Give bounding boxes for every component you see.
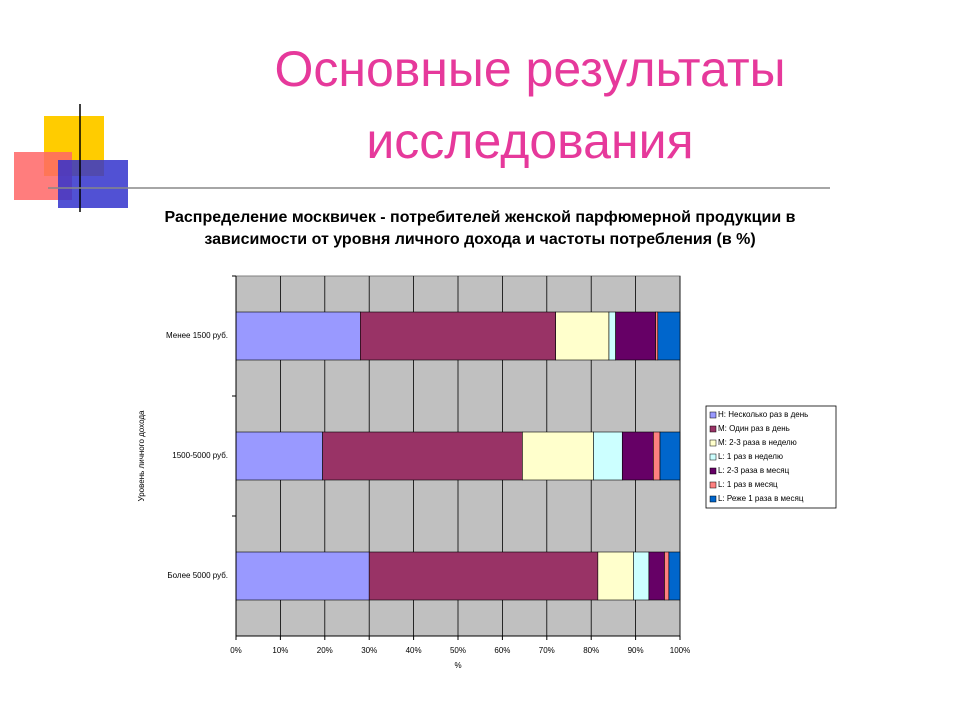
legend-label: L: 1 раз в неделю xyxy=(718,452,783,461)
legend-swatch xyxy=(709,495,717,503)
x-tick-label: 60% xyxy=(494,646,510,655)
bar-segment xyxy=(655,311,659,361)
bar-segment xyxy=(664,551,670,601)
x-tick-label: 80% xyxy=(583,646,599,655)
x-tick-label: 40% xyxy=(406,646,422,655)
legend-label: L: Реже 1 раза в месяц xyxy=(718,494,804,503)
x-tick-label: 50% xyxy=(450,646,466,655)
chart-title: зависимости от уровня личного дохода и ч… xyxy=(204,231,756,248)
x-axis-label: % xyxy=(454,661,461,670)
bar-segment xyxy=(621,431,654,481)
y-tick-label: Менее 1500 руб. xyxy=(166,331,228,340)
bar-segment xyxy=(608,311,616,361)
x-tick-label: 70% xyxy=(539,646,555,655)
slide-title: исследования xyxy=(366,113,694,169)
legend-label: L: 1 раз в месяц xyxy=(718,480,778,489)
bar-segment xyxy=(235,431,323,481)
legend-swatch xyxy=(709,481,717,489)
bar-segment xyxy=(659,431,681,481)
legend-label: L: 2-3 раза в месяц xyxy=(718,466,790,475)
bar-segment xyxy=(653,431,661,481)
bar-segment xyxy=(615,311,656,361)
legend-box xyxy=(705,405,837,509)
bar-segment xyxy=(555,311,610,361)
bar-segment xyxy=(235,311,361,361)
bar-segment xyxy=(593,431,623,481)
x-tick-label: 30% xyxy=(361,646,377,655)
bar-segment xyxy=(597,551,634,601)
legend-swatch xyxy=(709,453,717,461)
x-tick-label: 0% xyxy=(230,646,242,655)
legend-label: M: Один раз в день xyxy=(718,424,790,433)
y-tick-label: Более 5000 руб. xyxy=(167,571,228,580)
bar-segment xyxy=(522,431,594,481)
bar-segment xyxy=(657,311,681,361)
legend-swatch xyxy=(709,425,717,433)
bar-segment xyxy=(648,551,665,601)
legend-label: H: Несколько раз в день xyxy=(718,410,808,419)
bar-segment xyxy=(360,311,556,361)
legend-swatch xyxy=(709,439,717,447)
bar-segment xyxy=(322,431,523,481)
bar-segment xyxy=(668,551,681,601)
legend-label: M: 2-3 раза в неделю xyxy=(718,438,797,447)
x-tick-label: 10% xyxy=(272,646,288,655)
x-tick-label: 90% xyxy=(628,646,644,655)
y-axis-label: Уровень личного дохода xyxy=(137,410,146,502)
deco-square xyxy=(58,160,128,208)
bar-segment xyxy=(633,551,650,601)
y-tick-label: 1500-5000 руб. xyxy=(172,451,228,460)
x-tick-label: 20% xyxy=(317,646,333,655)
chart-title: Распределение москвичек - потребителей ж… xyxy=(164,209,796,226)
slide-title: Основные результаты xyxy=(274,41,786,97)
x-tick-label: 100% xyxy=(670,646,690,655)
legend-swatch xyxy=(709,411,717,419)
bar-segment xyxy=(235,551,370,601)
legend-swatch xyxy=(709,467,717,475)
bar-segment xyxy=(368,551,599,601)
